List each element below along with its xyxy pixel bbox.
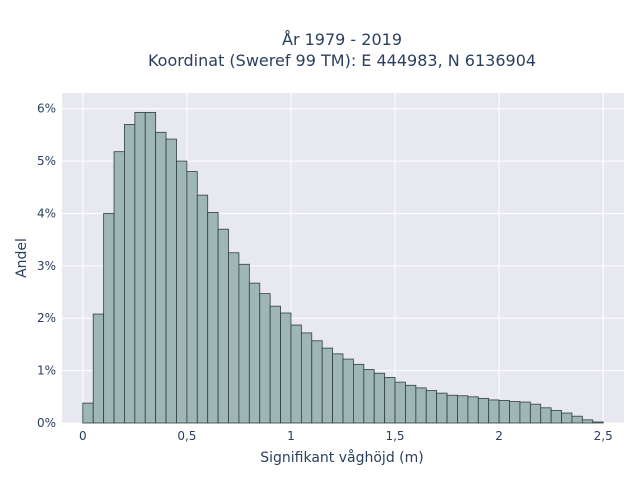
x-tick-label: 1,5 [385, 429, 404, 443]
histogram-bar [373, 372, 386, 424]
histogram-bar [321, 347, 333, 424]
y-tick-label: 1% [37, 364, 56, 378]
x-tick-label: 0,5 [177, 429, 196, 443]
histogram-bar [280, 312, 292, 424]
histogram-bar [342, 358, 354, 424]
histogram-bar [540, 407, 552, 424]
histogram-bar [415, 387, 427, 424]
histogram-bar [113, 151, 125, 424]
histogram-bar [394, 381, 406, 424]
histogram-bar [196, 194, 209, 424]
x-tick-label: 0 [79, 429, 87, 443]
histogram-bar [405, 384, 417, 424]
histogram-bar [457, 395, 469, 424]
histogram-bar [82, 402, 94, 424]
histogram-bar [207, 212, 219, 424]
histogram-bar [353, 363, 365, 424]
histogram-bar [561, 412, 573, 424]
histogram-bar [436, 392, 448, 424]
histogram-bar [592, 421, 604, 424]
histogram-bar [217, 228, 229, 424]
histogram-bar [259, 293, 271, 424]
histogram-bar [477, 397, 490, 424]
histogram-bar [332, 353, 344, 424]
histogram-bar [134, 111, 146, 424]
y-tick-labels: 0% 1% 2% 3% 4% 5% 6% [37, 102, 56, 430]
histogram-bar [467, 396, 479, 424]
histogram-bar [103, 213, 115, 424]
chart-title-line1: År 1979 - 2019 [282, 30, 402, 49]
histogram-bar [176, 160, 188, 424]
histogram-bars [82, 111, 604, 424]
histogram-bar [144, 111, 157, 424]
histogram-bar [446, 394, 458, 424]
histogram-bar [155, 131, 167, 424]
y-tick-label: 0% [37, 416, 56, 430]
histogram-bar [248, 282, 261, 424]
histogram-bar [384, 377, 396, 424]
histogram-bar [550, 410, 562, 424]
chart-title-line2: Koordinat (Sweref 99 TM): E 444983, N 61… [148, 51, 536, 70]
histogram-bar [498, 400, 510, 424]
x-tick-label: 1 [287, 429, 295, 443]
histogram-bar [165, 138, 177, 424]
y-axis-title: Andel [14, 238, 30, 278]
histogram-bar [581, 419, 594, 424]
histogram-bar [238, 263, 250, 424]
histogram-bar [509, 401, 521, 424]
histogram-bar [228, 252, 240, 424]
x-axis-title: Signifikant våghöjd (m) [260, 449, 423, 466]
histogram-bar [363, 369, 375, 424]
histogram-bar [269, 305, 281, 424]
x-tick-labels: 0 0,5 1 1,5 2 2,5 [79, 429, 613, 443]
histogram-bar [425, 390, 438, 424]
y-tick-label: 4% [37, 206, 56, 220]
y-tick-label: 3% [37, 259, 56, 273]
histogram-bar [311, 340, 323, 424]
y-tick-label: 5% [37, 154, 56, 168]
x-tick-label: 2 [495, 429, 503, 443]
histogram-bar [529, 403, 542, 424]
histogram-bar [124, 124, 136, 424]
y-tick-label: 6% [37, 102, 56, 116]
histogram-bar [300, 332, 313, 424]
histogram-bar [519, 401, 531, 424]
histogram-bar [290, 324, 302, 424]
y-tick-label: 2% [37, 311, 56, 325]
histogram-bar [92, 313, 105, 424]
histogram-bar [571, 415, 583, 424]
histogram-bar [488, 399, 500, 424]
histogram-bar [186, 171, 198, 424]
x-tick-label: 2,5 [594, 429, 613, 443]
